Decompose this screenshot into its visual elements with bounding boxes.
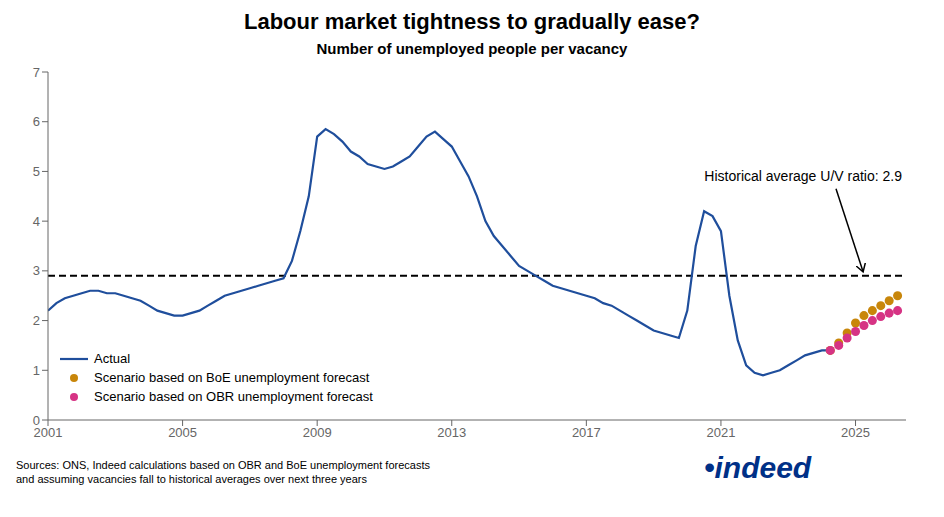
html-text:Number of unemployed people pe: Number of unemployed people per vacancy [316, 40, 628, 57]
svg-text:1: 1 [33, 363, 40, 378]
html-text:Scenario based on BoE unemploy: Scenario based on BoE unemployment forec… [94, 370, 370, 385]
svg-text:2013: 2013 [437, 425, 466, 440]
svg-text:0: 0 [33, 413, 40, 428]
svg-text:2001: 2001 [33, 425, 63, 441]
svg-text:2009: 2009 [303, 425, 332, 440]
svg-text:2: 2 [33, 313, 40, 328]
html-text:Labour market tightness to gra: Labour market tightness to gradually eas… [244, 9, 700, 34]
svg-text:2005: 2005 [168, 425, 197, 440]
svg-text:6: 6 [33, 114, 40, 129]
svg-text:7: 7 [33, 65, 40, 80]
html-text:•indeed: •indeed [704, 451, 812, 484]
html-text:Scenario based on OBR unemploy: Scenario based on OBR unemployment forec… [94, 389, 373, 404]
svg-text:2017: 2017 [572, 425, 601, 440]
svg-text:2025: 2025 [841, 425, 870, 440]
svg-text:5: 5 [33, 164, 40, 179]
html-text:Sources: ONS, Indeed calculati: Sources: ONS, Indeed calculations based … [16, 459, 430, 485]
html-text:Actual: Actual [94, 351, 131, 366]
svg-text:2021: 2021 [706, 425, 735, 440]
svg-text:4: 4 [33, 214, 40, 229]
svg-text:Historical average U/V ratio:: Historical average U/V ratio: 2.9 [704, 168, 902, 184]
svg-text:3: 3 [33, 263, 40, 278]
